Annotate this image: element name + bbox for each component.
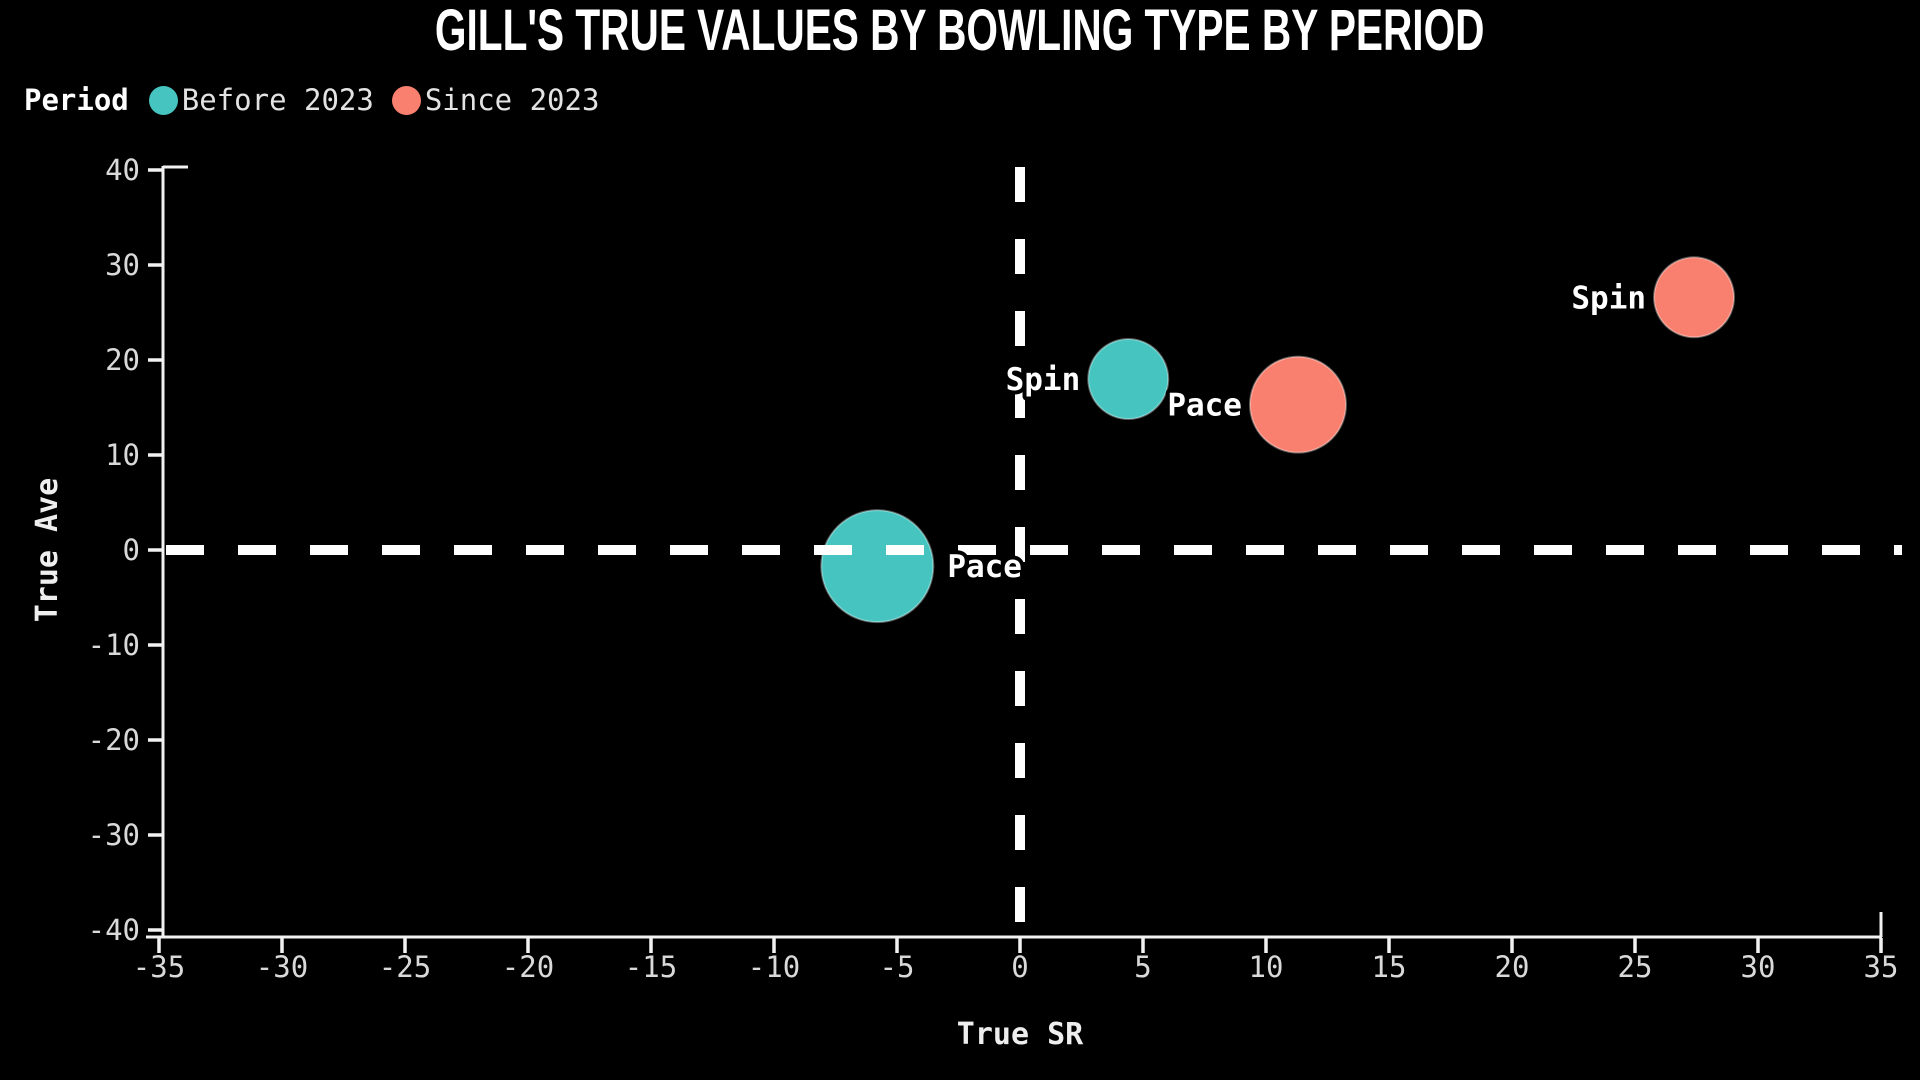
y-tick-label: -20: [88, 723, 140, 757]
legend-label-since-2023: Since 2023: [424, 83, 600, 117]
x-tick-label: 5: [1134, 950, 1151, 984]
legend-label-before-2023: Before 2023: [181, 83, 374, 117]
bubble-label-pace: Pace: [1167, 388, 1242, 424]
chart-title-text: GILL'S TRUE VALUES BY BOWLING TYPE BY PE…: [435, 0, 1485, 63]
chart-title: GILL'S TRUE VALUES BY BOWLING TYPE BY PE…: [0, 2, 1920, 60]
bubble-label-spin: Spin: [1571, 280, 1646, 316]
y-tick-label: 0: [123, 533, 140, 567]
y-axis-title: True Ave: [30, 478, 65, 623]
x-tick-label: 35: [1864, 950, 1899, 984]
x-tick-label: 20: [1495, 950, 1530, 984]
legend: Period Before 2023 Since 2023: [24, 83, 617, 117]
legend-swatch-before-2023-icon: [148, 85, 178, 115]
x-tick-label: -20: [502, 950, 554, 984]
bubble-before-2023-pace: [820, 509, 935, 624]
x-tick-label: -5: [880, 950, 915, 984]
x-tick-label: 0: [1011, 950, 1028, 984]
x-tick-label: 25: [1618, 950, 1653, 984]
x-tick-label: 30: [1741, 950, 1776, 984]
x-tick-label: -10: [748, 950, 800, 984]
x-tick-label: -25: [379, 950, 431, 984]
y-tick-label: 40: [105, 153, 140, 187]
y-tick-label: -30: [88, 818, 140, 852]
legend-entry-before-2023: Before 2023: [148, 83, 374, 117]
x-tick-label: -35: [133, 950, 185, 984]
y-tick-label: -10: [88, 628, 140, 662]
x-tick-label: -30: [256, 950, 308, 984]
y-tick-label: 10: [105, 438, 140, 472]
y-tick-label: 20: [105, 343, 140, 377]
y-tick-label: 30: [105, 248, 140, 282]
legend-swatch-since-2023-icon: [391, 85, 421, 115]
bubble-before-2023-spin: [1087, 338, 1170, 420]
x-axis-title: True SR: [957, 1017, 1084, 1052]
x-tick-label: -15: [625, 950, 677, 984]
legend-title: Period: [24, 83, 129, 117]
bubble-label-pace: Pace: [947, 549, 1022, 585]
x-tick-label: 10: [1249, 950, 1284, 984]
x-tick-label: 15: [1372, 950, 1407, 984]
legend-entry-since-2023: Since 2023: [391, 83, 600, 117]
bubble-since-2023-pace: [1248, 355, 1347, 454]
bubble-label-spin: Spin: [1006, 362, 1081, 398]
y-tick-label: -40: [88, 913, 140, 947]
bubble-since-2023-spin: [1653, 256, 1736, 339]
